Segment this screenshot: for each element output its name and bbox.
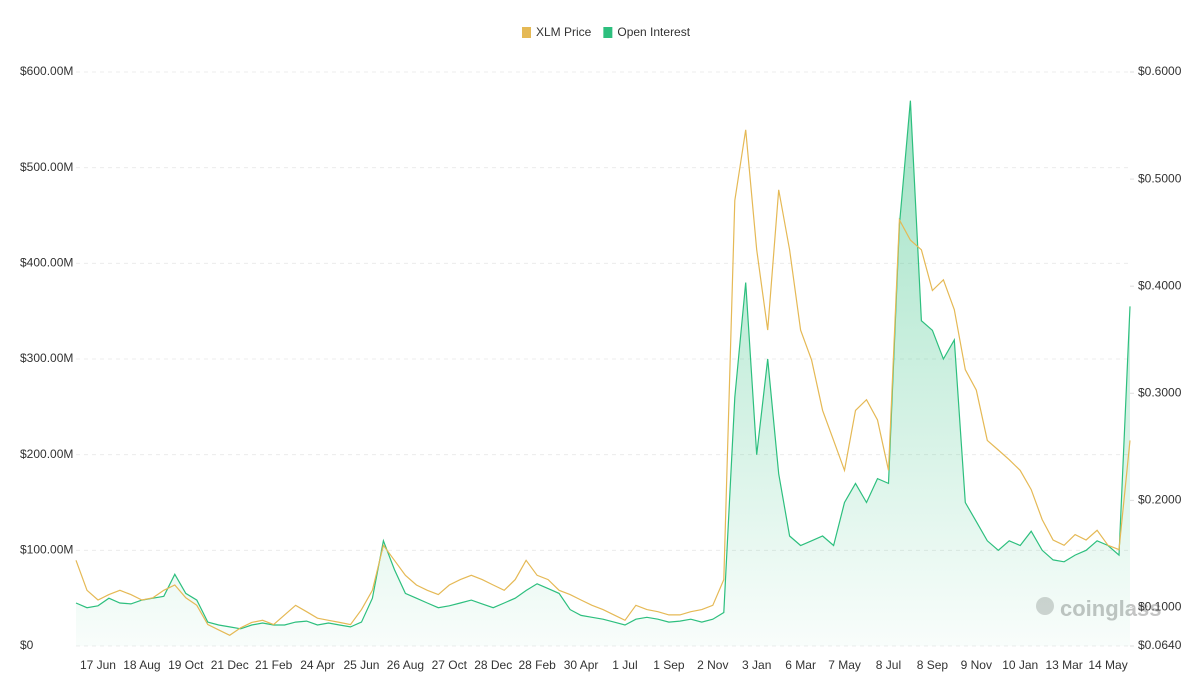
- x-tick-label: 8 Sep: [917, 658, 949, 672]
- legend-swatch: [522, 27, 531, 38]
- y2-tick-label: $0.2000: [1138, 493, 1182, 507]
- x-tick-label: 3 Jan: [742, 658, 771, 672]
- y-tick-label: $0: [20, 638, 34, 652]
- x-tick-label: 18 Aug: [123, 658, 160, 672]
- x-tick-label: 1 Sep: [653, 658, 685, 672]
- x-tick-label: 21 Feb: [255, 658, 293, 672]
- y2-tick-label: $0.4000: [1138, 278, 1182, 292]
- x-tick-label: 26 Aug: [387, 658, 424, 672]
- x-tick-label: 19 Oct: [168, 658, 204, 672]
- x-tick-label: 8 Jul: [876, 658, 901, 672]
- line: [75, 129, 1131, 636]
- line: [75, 100, 1131, 630]
- x-tick-label: 7 May: [828, 658, 861, 672]
- legend-label: XLM Price: [536, 25, 592, 39]
- x-tick-label: 28 Feb: [518, 658, 556, 672]
- x-tick-label: 9 Nov: [961, 658, 992, 672]
- y-tick-label: $100.00M: [20, 543, 73, 557]
- x-tick-label: 27 Oct: [432, 658, 468, 672]
- x-tick-label: 28 Dec: [474, 658, 512, 672]
- x-tick-label: 21 Dec: [211, 658, 249, 672]
- y-tick-label: $200.00M: [20, 447, 73, 461]
- legend-label: Open Interest: [617, 25, 690, 39]
- legend-swatch: [603, 27, 613, 38]
- y2-tick-label: $0.5000: [1138, 171, 1182, 185]
- y-tick-label: $400.00M: [20, 256, 73, 270]
- x-tick-label: 6 Mar: [785, 658, 816, 672]
- x-tick-label: 1 Jul: [612, 658, 637, 672]
- y2-tick-label: $0.6000: [1138, 64, 1182, 78]
- area: [76, 100, 1130, 646]
- y2-tick-label: $0.1000: [1138, 600, 1182, 614]
- y-tick-label: $600.00M: [20, 64, 73, 78]
- y2-tick-label: $0.0640: [1138, 638, 1182, 652]
- x-tick-label: 14 May: [1088, 658, 1127, 672]
- y-tick-label: $500.00M: [20, 160, 73, 174]
- y-tick-label: $300.00M: [20, 351, 73, 365]
- x-tick-label: 25 Jun: [343, 658, 379, 672]
- x-tick-label: 17 Jun: [80, 658, 116, 672]
- x-tick-label: 24 Apr: [300, 658, 335, 672]
- x-tick-label: 10 Jan: [1002, 658, 1038, 672]
- y2-tick-label: $0.3000: [1138, 385, 1182, 399]
- x-tick-label: 13 Mar: [1045, 658, 1082, 672]
- x-tick-label: 2 Nov: [697, 658, 728, 672]
- x-tick-label: 30 Apr: [564, 658, 599, 672]
